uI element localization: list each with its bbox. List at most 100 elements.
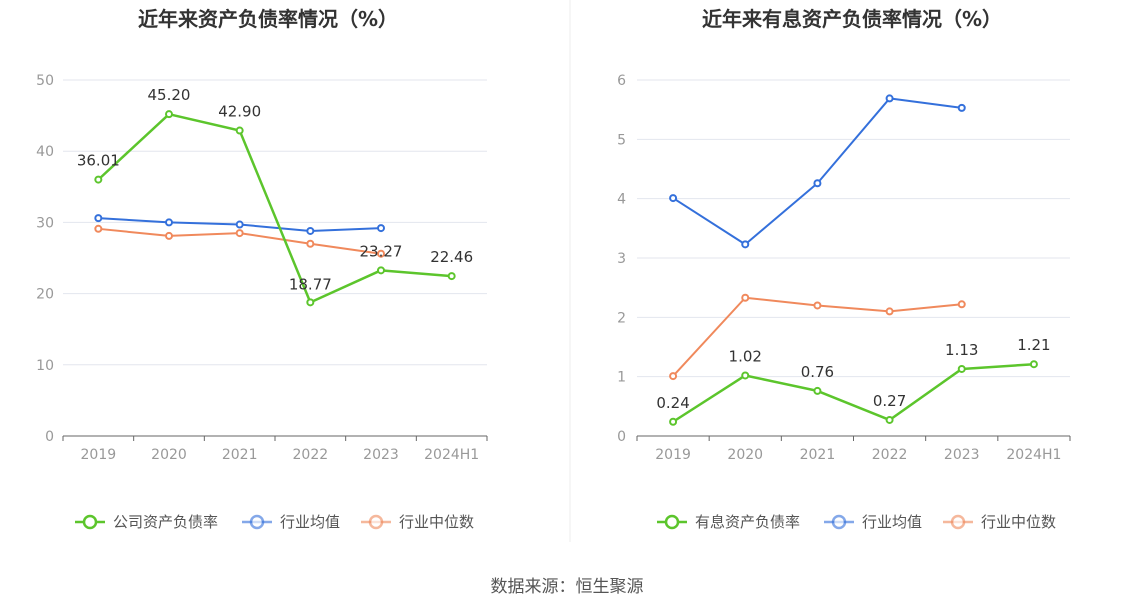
data-point-industry_median[interactable] xyxy=(741,293,750,302)
data-label: 1.02 xyxy=(729,347,762,365)
data-point-industry_median[interactable] xyxy=(235,229,244,238)
legend-item-industry_avg[interactable]: 行业均值 xyxy=(242,513,340,531)
series-company: 36.01 45.20 42.90 18.77 23.27 22.46 xyxy=(77,86,473,307)
legend-label: 行业均值 xyxy=(280,513,340,531)
y-tick-label: 0 xyxy=(45,429,54,445)
data-point-industry_median[interactable] xyxy=(957,300,966,309)
data-point-industry_avg[interactable] xyxy=(741,240,750,249)
data-source: 数据来源：恒生聚源 xyxy=(491,577,644,597)
data-point-company[interactable] xyxy=(669,417,678,426)
chart-debt-ratio: 近年来资产负债率情况（%） 0 10 20 30 40 50 2019 2020 2021 2022… xyxy=(36,7,488,531)
legend-marker xyxy=(249,514,265,530)
x-tick-label: 2020 xyxy=(151,447,187,463)
chart-interest-bearing-debt-ratio: 近年来有息资产负债率情况（%） 0 1 2 3 4 5 6 2019 2020 2021 2022 20… xyxy=(617,7,1071,531)
data-point-company[interactable] xyxy=(885,415,894,424)
data-point-industry_median[interactable] xyxy=(885,307,894,316)
data-point-company[interactable] xyxy=(165,110,173,119)
data-point-company[interactable] xyxy=(377,266,385,275)
data-point-industry_avg[interactable] xyxy=(306,226,315,235)
legend-marker xyxy=(368,514,384,530)
series-line-company xyxy=(672,362,1034,423)
chart-title: 近年来资产负债率情况（%） xyxy=(138,7,398,31)
data-label: 0.24 xyxy=(656,394,689,412)
data-point-company[interactable] xyxy=(306,298,315,307)
x-tick-label: 2022 xyxy=(872,447,908,463)
data-point-industry_median[interactable] xyxy=(306,239,315,248)
legend-marker xyxy=(82,514,98,530)
x-tick-label: 2021 xyxy=(800,447,836,463)
data-point-industry_avg[interactable] xyxy=(377,224,385,233)
data-point-industry_avg[interactable] xyxy=(165,218,173,227)
x-tick-label: 2021 xyxy=(222,447,258,463)
series-industry_avg xyxy=(669,94,966,249)
data-label: 0.76 xyxy=(801,363,834,381)
y-tick-label: 40 xyxy=(36,144,54,160)
legend-item-industry_median[interactable]: 行业中位数 xyxy=(361,513,474,531)
legend-label: 行业中位数 xyxy=(981,513,1056,531)
y-tick-label: 3 xyxy=(617,251,626,267)
data-point-industry_median[interactable] xyxy=(669,372,678,381)
series-line-industry_avg xyxy=(672,97,962,246)
data-point-industry_median[interactable] xyxy=(165,231,173,240)
legend-label: 行业均值 xyxy=(862,513,922,531)
data-label: 1.21 xyxy=(1017,336,1050,354)
data-point-industry_median[interactable] xyxy=(813,301,822,310)
y-tick-label: 5 xyxy=(617,132,626,148)
y-tick-label: 4 xyxy=(617,192,626,208)
legend-marker xyxy=(831,514,847,530)
data-label: 42.90 xyxy=(218,103,261,121)
series-industry_avg xyxy=(94,214,385,235)
data-point-industry_avg[interactable] xyxy=(669,194,678,203)
data-label: 0.27 xyxy=(873,392,906,410)
legend-item-industry_avg[interactable]: 行业均值 xyxy=(824,513,922,531)
legend-marker xyxy=(664,514,680,530)
data-label: 45.20 xyxy=(148,86,191,104)
x-tick-label: 2022 xyxy=(293,447,329,463)
legend-item-company[interactable]: 公司资产负债率 xyxy=(75,513,218,531)
legend-marker xyxy=(950,514,966,530)
data-point-company[interactable] xyxy=(447,272,456,281)
x-tick-label: 2019 xyxy=(81,447,117,463)
data-point-industry_avg[interactable] xyxy=(94,214,103,223)
data-label: 18.77 xyxy=(289,275,332,293)
chart-title: 近年来有息资产负债率情况（%） xyxy=(702,7,1002,31)
y-tick-label: 2 xyxy=(617,310,626,326)
x-tick-label: 2023 xyxy=(944,447,980,463)
data-point-company[interactable] xyxy=(957,364,966,373)
data-point-industry_avg[interactable] xyxy=(235,220,244,229)
legend-item-industry_median[interactable]: 行业中位数 xyxy=(943,513,1056,531)
data-point-industry_median[interactable] xyxy=(377,249,385,258)
data-point-company[interactable] xyxy=(813,386,822,395)
series-industry_median xyxy=(94,224,385,258)
y-tick-label: 50 xyxy=(36,73,54,89)
y-tick-label: 1 xyxy=(617,370,626,386)
data-point-company[interactable] xyxy=(1029,360,1038,369)
y-tick-label: 20 xyxy=(36,287,54,303)
data-point-company[interactable] xyxy=(235,126,244,135)
data-point-company[interactable] xyxy=(741,371,750,380)
legend-label: 有息资产负债率 xyxy=(695,513,800,531)
data-label: 23.27 xyxy=(360,242,403,260)
data-label: 1.13 xyxy=(945,341,978,359)
series-industry_median xyxy=(669,293,966,381)
data-point-industry_median[interactable] xyxy=(94,224,103,233)
data-point-company[interactable] xyxy=(94,175,103,184)
x-tick-label: 2023 xyxy=(363,447,399,463)
data-label: 36.01 xyxy=(77,152,120,170)
data-point-industry_avg[interactable] xyxy=(813,179,822,188)
legend-label: 行业中位数 xyxy=(399,513,474,531)
series-line-company xyxy=(97,112,452,304)
y-tick-label: 10 xyxy=(36,358,54,374)
data-point-industry_avg[interactable] xyxy=(885,94,894,103)
legend-label: 公司资产负债率 xyxy=(113,513,218,531)
y-tick-label: 30 xyxy=(36,215,54,231)
y-tick-label: 6 xyxy=(617,73,626,89)
legend-item-company[interactable]: 有息资产负债率 xyxy=(657,513,800,531)
data-point-industry_avg[interactable] xyxy=(957,103,966,112)
data-label: 22.46 xyxy=(430,248,473,266)
x-tick-label: 2019 xyxy=(655,447,691,463)
series-company: 0.24 1.02 0.76 0.27 1.13 1.21 xyxy=(656,336,1051,426)
x-tick-label: 2020 xyxy=(727,447,763,463)
